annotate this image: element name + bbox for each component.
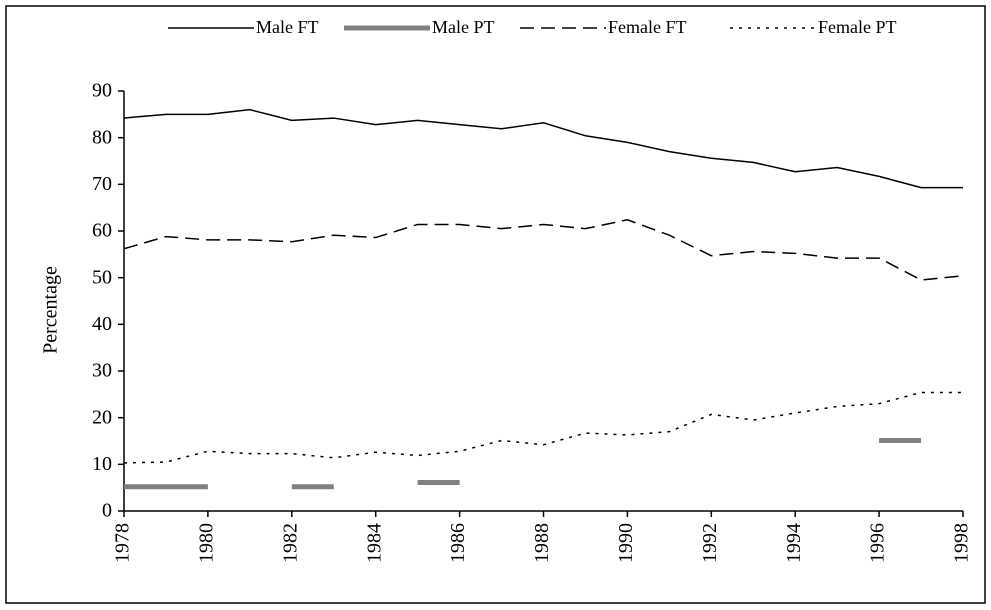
y-tick-label: 70 — [92, 173, 112, 195]
series-line — [124, 438, 922, 490]
x-tick-label: 1992 — [699, 523, 721, 563]
chart-frame — [5, 5, 986, 604]
y-tick-label: 50 — [92, 266, 112, 288]
x-tick-label: 1978 — [112, 523, 134, 563]
series-line — [123, 108, 963, 189]
legend-label: Female FT — [608, 17, 687, 37]
legend-label: Male FT — [256, 17, 319, 37]
x-tick-label: 1990 — [615, 523, 637, 563]
y-axis-label: Percentage — [40, 266, 62, 354]
y-tick-label: 30 — [92, 360, 112, 382]
x-tick-label: 1988 — [531, 523, 553, 563]
y-tick-label: 0 — [102, 500, 112, 522]
legend-label: Female PT — [818, 17, 897, 37]
y-tick-label: 40 — [92, 313, 112, 335]
x-tick-label: 1994 — [783, 523, 805, 563]
series-line — [123, 219, 964, 281]
y-tick-label: 10 — [92, 453, 112, 475]
series-line — [123, 391, 963, 464]
x-tick-label: 1982 — [279, 523, 301, 563]
y-tick-label: 80 — [92, 126, 112, 148]
x-tick-label: 1984 — [363, 523, 385, 563]
y-tick-label: 60 — [92, 220, 112, 242]
y-tick-label: 20 — [92, 406, 112, 428]
x-tick-label: 1986 — [447, 523, 469, 563]
legend-label: Male PT — [432, 17, 495, 37]
x-tick-label: 1980 — [195, 523, 217, 563]
x-tick-label: 1996 — [867, 523, 889, 563]
y-tick-label: 90 — [92, 80, 112, 102]
x-tick-label: 1998 — [951, 523, 973, 563]
